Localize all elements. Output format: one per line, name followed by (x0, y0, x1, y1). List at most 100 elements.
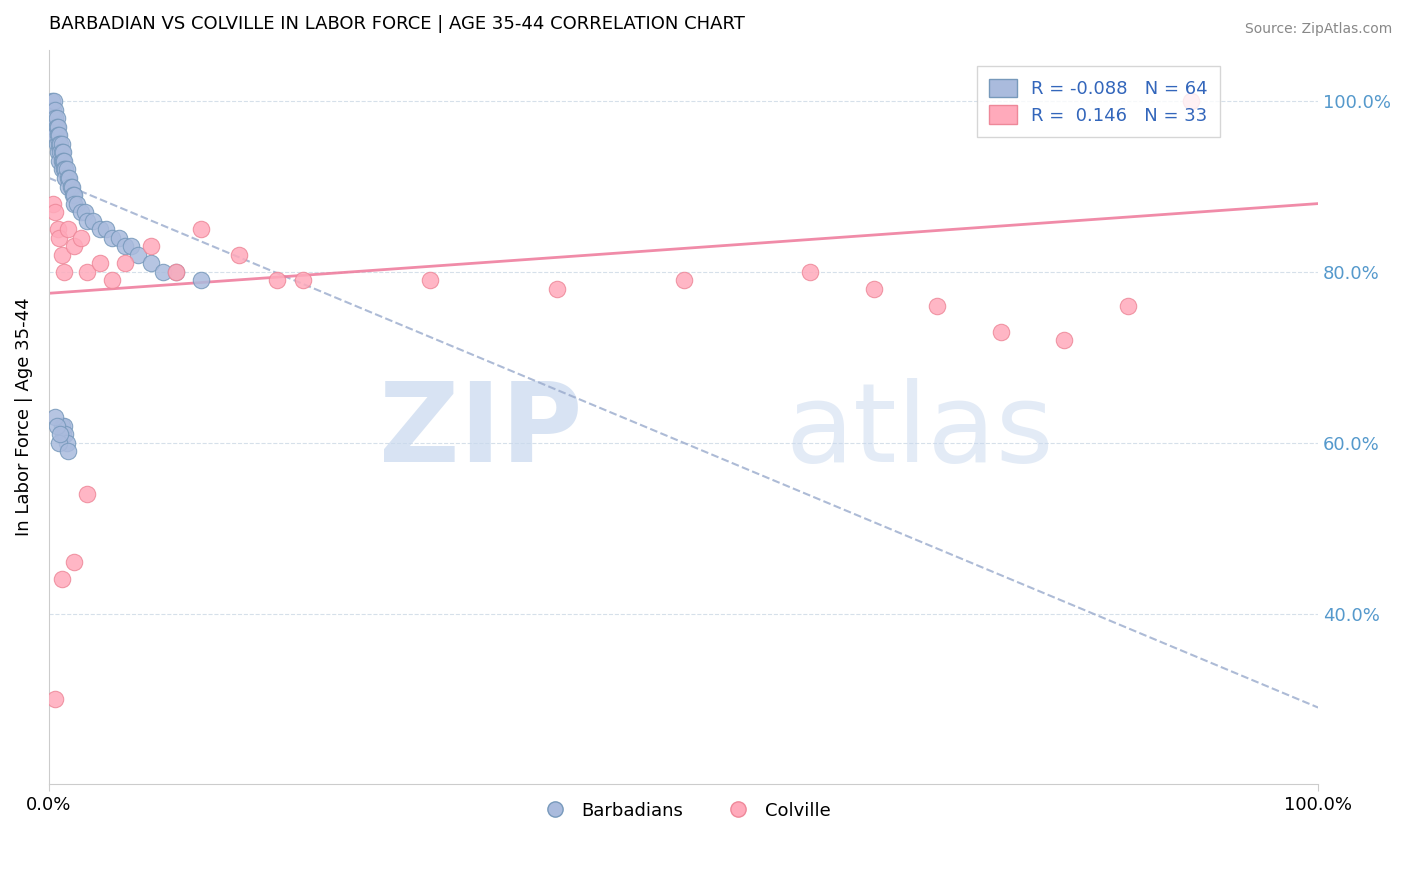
Point (53, 418, 76, 433)
Point (139, 239, 162, 253)
Point (927, 299, 949, 313)
Point (44, 111, 66, 125)
Point (76, 213, 98, 227)
Point (62, 188, 84, 202)
Point (56, 171, 79, 186)
Point (63, 188, 86, 202)
Point (190, 273, 212, 287)
Point (55, 162, 77, 177)
Point (56, 179, 79, 194)
Point (672, 273, 695, 287)
Point (114, 256, 136, 270)
Point (863, 282, 886, 296)
Point (44, 692, 66, 706)
Point (55, 435, 77, 450)
Point (1116, 299, 1139, 313)
Point (76, 265, 98, 279)
Point (73, 205, 96, 219)
Point (45, 136, 67, 151)
Point (53, 162, 76, 177)
Point (42, 196, 65, 211)
Point (52, 153, 75, 168)
Point (101, 231, 124, 245)
Point (49, 427, 72, 442)
Point (82, 213, 104, 227)
Point (51, 145, 73, 160)
Point (48, 231, 70, 245)
Point (44, 205, 66, 219)
Point (48, 128, 70, 143)
Text: atlas: atlas (785, 378, 1053, 485)
Point (46, 128, 69, 143)
Point (51, 418, 73, 433)
Point (42, 120, 65, 134)
Point (266, 273, 288, 287)
Point (101, 273, 124, 287)
Point (51, 248, 73, 262)
Legend: Barbadians, Colville: Barbadians, Colville (529, 795, 838, 827)
Point (42, 94, 65, 108)
Point (990, 325, 1012, 339)
Point (165, 265, 187, 279)
Point (69, 231, 91, 245)
Point (152, 265, 174, 279)
Point (89, 256, 111, 270)
Point (66, 196, 89, 211)
Point (55, 427, 77, 442)
Point (52, 427, 75, 442)
Y-axis label: In Labor Force | Age 35-44: In Labor Force | Age 35-44 (15, 298, 32, 536)
Point (59, 179, 82, 194)
Point (127, 248, 149, 262)
Point (48, 153, 70, 168)
Point (52, 145, 75, 160)
Point (190, 222, 212, 236)
Point (51, 573, 73, 587)
Text: ZIP: ZIP (378, 378, 582, 485)
Point (228, 248, 250, 262)
Point (76, 487, 98, 501)
Point (799, 265, 821, 279)
Point (139, 256, 162, 270)
Point (46, 222, 69, 236)
Point (56, 444, 79, 458)
Point (48, 136, 70, 151)
Point (55, 171, 77, 186)
Point (60, 179, 83, 194)
Point (44, 128, 66, 143)
Point (44, 103, 66, 117)
Point (51, 153, 73, 168)
Point (45, 120, 67, 134)
Point (69, 205, 91, 219)
Point (53, 153, 76, 168)
Point (51, 162, 73, 177)
Text: BARBADIAN VS COLVILLE IN LABOR FORCE | AGE 35-44 CORRELATION CHART: BARBADIAN VS COLVILLE IN LABOR FORCE | A… (49, 15, 745, 33)
Point (48, 435, 70, 450)
Point (114, 239, 136, 253)
Point (58, 171, 80, 186)
Point (63, 239, 86, 253)
Point (51, 136, 73, 151)
Point (63, 555, 86, 569)
Point (165, 265, 187, 279)
Point (41, 94, 63, 108)
Point (121, 239, 143, 253)
Text: Source: ZipAtlas.com: Source: ZipAtlas.com (1244, 22, 1392, 37)
Point (46, 120, 69, 134)
Point (46, 145, 69, 160)
Point (419, 273, 441, 287)
Point (56, 222, 79, 236)
Point (291, 273, 314, 287)
Point (1180, 94, 1202, 108)
Point (45, 111, 67, 125)
Point (42, 111, 65, 125)
Point (1053, 333, 1076, 347)
Point (49, 145, 72, 160)
Point (42, 103, 65, 117)
Point (55, 162, 77, 177)
Point (53, 265, 76, 279)
Point (89, 222, 111, 236)
Point (107, 231, 129, 245)
Point (546, 282, 568, 296)
Point (49, 136, 72, 151)
Point (94, 222, 117, 236)
